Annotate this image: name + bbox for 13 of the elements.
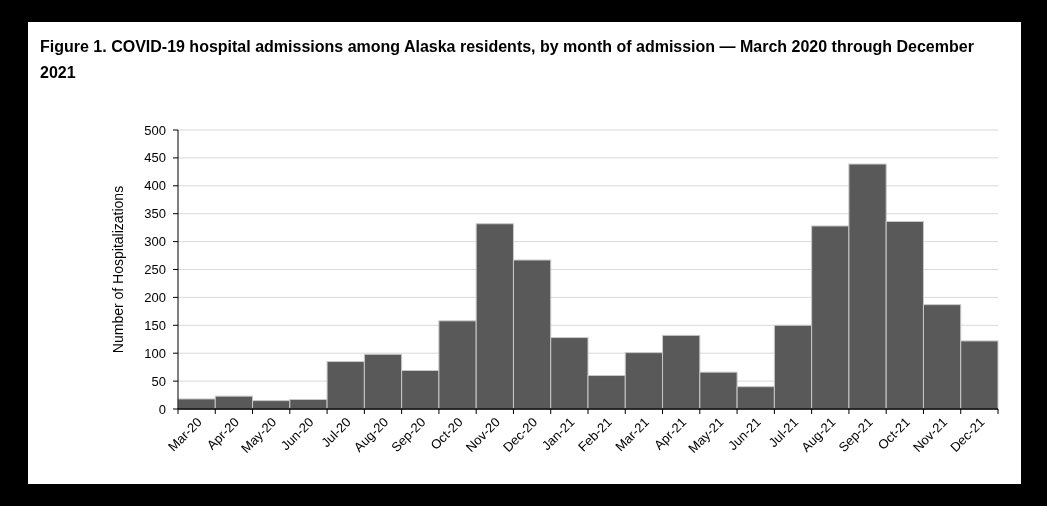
y-tick-label: 50 bbox=[151, 373, 166, 389]
y-tick-label: 300 bbox=[144, 234, 166, 250]
y-tick-label: 250 bbox=[144, 262, 166, 278]
y-tick-label: 500 bbox=[144, 122, 166, 138]
chart-title: Figure 1. COVID-19 hospital admissions among Alaska residents, by month of admission — March 2020 through December 2021 bbox=[40, 38, 974, 81]
y-tick-label: 150 bbox=[144, 317, 166, 333]
y-tick-label: 200 bbox=[144, 289, 166, 305]
y-axis-title: Number of Hospitalizations bbox=[110, 185, 126, 354]
y-tick-label: 400 bbox=[144, 178, 166, 194]
y-tick-label: 350 bbox=[144, 206, 166, 222]
y-tick-label: 0 bbox=[158, 401, 166, 417]
y-tick-label: 100 bbox=[144, 345, 166, 361]
y-tick-label: 450 bbox=[144, 150, 166, 166]
